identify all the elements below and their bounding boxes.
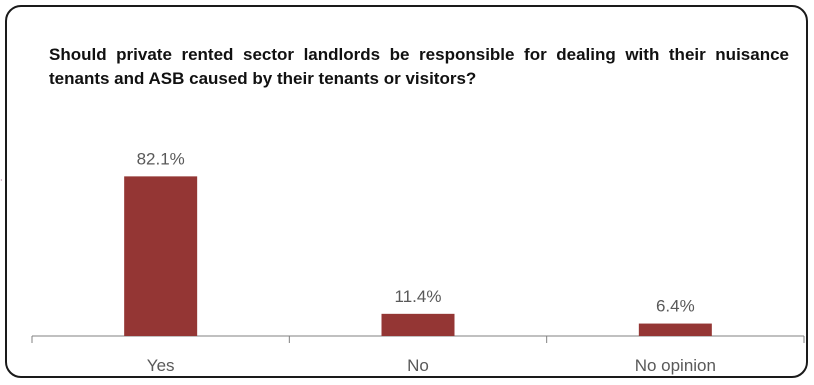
bar-no-opinion	[638, 323, 712, 336]
data-label: 82.1%	[137, 149, 185, 168]
bar-no	[381, 313, 455, 336]
x-tick-label: No opinion	[635, 356, 716, 375]
chart-title: Should private rented sector landlords b…	[49, 45, 789, 88]
x-tick-label: Yes	[147, 356, 175, 375]
side-marker-glyph: ·	[0, 176, 3, 185]
x-tick-label: No	[407, 356, 429, 375]
data-label: 11.4%	[395, 287, 442, 306]
data-label: 6.4%	[656, 297, 695, 316]
bar-yes	[124, 176, 198, 336]
